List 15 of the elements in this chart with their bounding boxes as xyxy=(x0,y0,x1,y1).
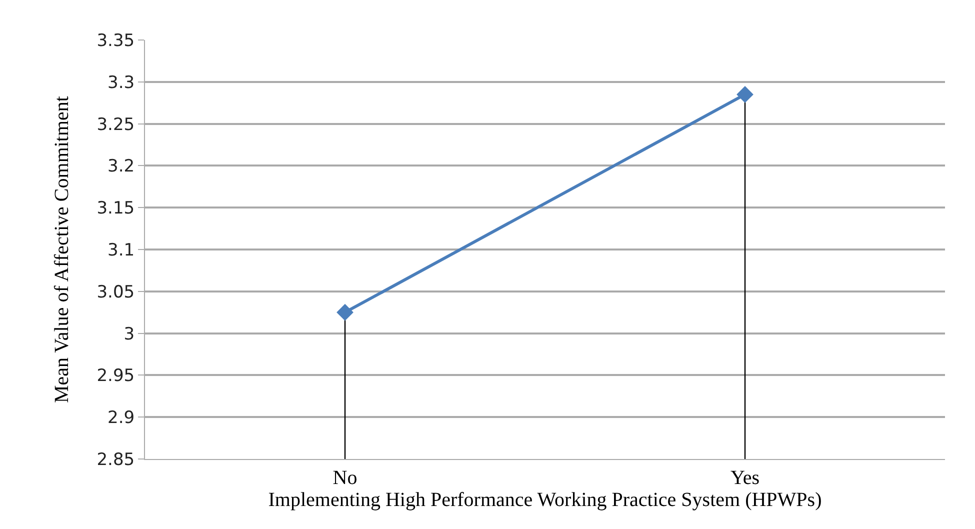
y-tick-label: 3 xyxy=(124,324,135,344)
y-tick-label: 2.9 xyxy=(108,408,135,428)
y-tick-label: 3.25 xyxy=(96,114,135,135)
y-tick-label: 3.1 xyxy=(108,240,135,260)
y-tick-label: 3.35 xyxy=(96,30,135,51)
y-tick-label: 3.2 xyxy=(108,156,135,177)
y-tick-label: 3.3 xyxy=(108,72,135,93)
y-tick-label: 3.15 xyxy=(96,198,135,219)
y-tick-label: 3.05 xyxy=(96,282,135,302)
x-axis-title: Implementing High Performance Working Practice System (HPWPs) xyxy=(268,489,822,511)
y-tick-label: 2.95 xyxy=(96,366,135,386)
x-tick-label: Yes xyxy=(730,467,760,489)
y-axis-title: Mean Value of Affective Commitment xyxy=(51,96,74,403)
x-tick-label: No xyxy=(332,467,358,489)
y-tick-label: 2.85 xyxy=(96,450,135,470)
